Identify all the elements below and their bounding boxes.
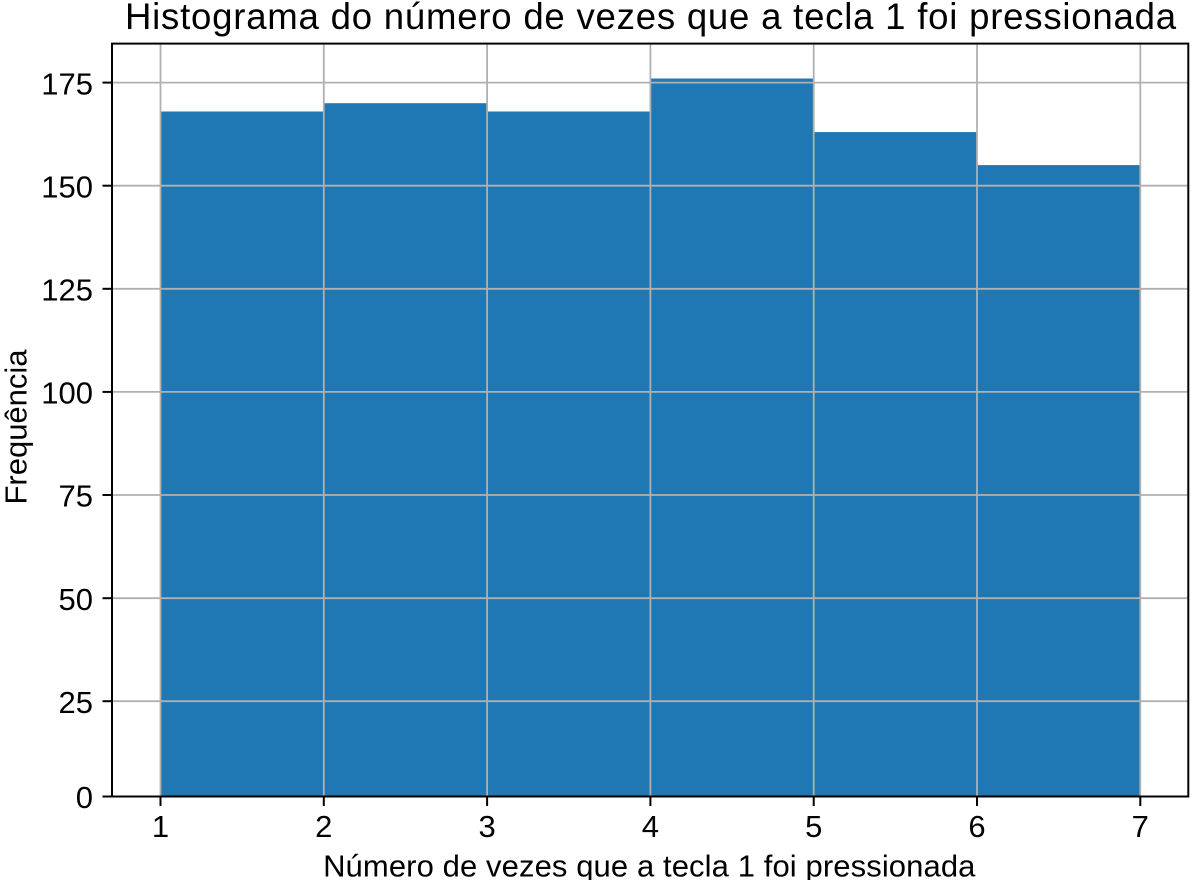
svg-text:Frequência: Frequência xyxy=(0,349,34,505)
svg-text:7: 7 xyxy=(1132,809,1149,844)
svg-text:125: 125 xyxy=(41,273,93,308)
svg-text:5: 5 xyxy=(805,809,822,844)
svg-text:Histograma do número de vezes: Histograma do número de vezes que a tecl… xyxy=(125,0,1177,37)
svg-text:25: 25 xyxy=(59,685,93,720)
svg-text:6: 6 xyxy=(968,809,985,844)
svg-text:1: 1 xyxy=(152,809,169,844)
svg-text:0: 0 xyxy=(76,780,93,815)
svg-text:3: 3 xyxy=(478,809,495,844)
svg-text:175: 175 xyxy=(41,66,93,101)
svg-text:150: 150 xyxy=(41,169,93,204)
svg-text:75: 75 xyxy=(59,479,93,514)
svg-text:2: 2 xyxy=(315,809,332,844)
svg-text:4: 4 xyxy=(642,809,659,844)
svg-text:Número de vezes que a tecla 1: Número de vezes que a tecla 1 foi pressi… xyxy=(323,848,976,880)
svg-text:50: 50 xyxy=(59,582,93,617)
svg-text:100: 100 xyxy=(41,376,93,411)
